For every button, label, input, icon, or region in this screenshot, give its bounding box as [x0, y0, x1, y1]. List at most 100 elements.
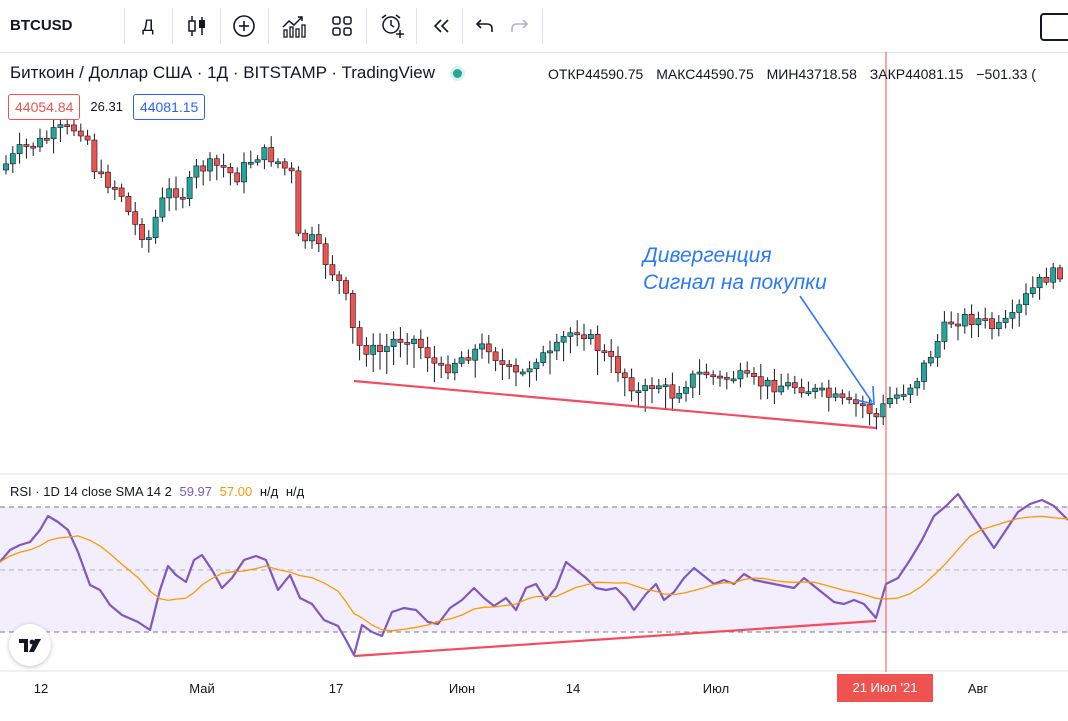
candle-body	[173, 188, 179, 198]
candle-body	[377, 344, 383, 352]
candle-body	[227, 166, 234, 174]
candle-body	[254, 159, 261, 163]
candle-body	[567, 332, 574, 337]
layout-window-icon[interactable]	[1040, 13, 1068, 41]
candle-body	[649, 385, 655, 389]
candle-body	[30, 145, 37, 149]
candle-body	[941, 321, 948, 342]
alert-clock-icon[interactable]	[374, 8, 410, 44]
candle-body	[207, 158, 213, 172]
candle-body	[859, 403, 866, 407]
replay-icon[interactable]	[424, 8, 458, 44]
annotation-arrow-line	[799, 295, 873, 403]
time-axis[interactable]: 12 Май 17 Июн 14 Июл Авг	[0, 672, 1068, 721]
symbol-search-button[interactable]: BTCUSD	[10, 17, 73, 34]
candle-body	[853, 399, 859, 405]
redo-icon[interactable]	[504, 8, 534, 44]
candle-body	[37, 137, 43, 148]
candle-body	[465, 357, 472, 361]
candle-body	[839, 393, 846, 398]
bid-ask-row: 44054.84 26.31 44081.15	[8, 94, 206, 120]
candle-body	[955, 323, 961, 327]
candle-body	[458, 357, 465, 364]
interval-button[interactable]: Д	[142, 16, 154, 35]
candle-body	[927, 356, 934, 364]
candle-body	[805, 391, 812, 394]
candle-body	[825, 387, 832, 398]
candle-body	[730, 378, 737, 382]
spread-value: 26.31	[90, 99, 123, 114]
templates-grid-icon[interactable]	[324, 8, 360, 44]
rsi-na-2: н/д	[285, 484, 305, 499]
candle-body	[628, 377, 635, 392]
time-tick: Июл	[702, 681, 730, 696]
candle-body	[1050, 267, 1057, 283]
rsi-divergence-line	[353, 619, 877, 658]
rsi-na-1: н/д	[259, 484, 279, 499]
close-value: 44081.15	[905, 66, 964, 82]
open-label: ОТКР	[548, 66, 585, 82]
candle-type-icon[interactable]	[180, 8, 214, 44]
time-tick: 17	[328, 681, 344, 696]
symbol-legend: Биткоин / Доллар США · 1Д · BITSTAMP · T…	[10, 63, 462, 83]
candle-body	[717, 375, 723, 379]
toolbar-separator	[220, 8, 221, 44]
undo-icon[interactable]	[470, 8, 500, 44]
candle-body	[975, 318, 982, 325]
drawings-overlay	[353, 52, 887, 672]
candle-body	[132, 211, 139, 225]
candle-body	[139, 224, 145, 240]
sell-price-button[interactable]: 44054.84	[8, 94, 81, 120]
candle-body	[268, 147, 275, 163]
candle-body	[472, 348, 479, 361]
candle-body	[581, 334, 587, 340]
toolbar-separator	[542, 8, 543, 44]
candle-body	[431, 357, 438, 364]
candle-body	[383, 346, 390, 352]
candle-body	[710, 374, 717, 378]
rsi-sma-value: 57.00	[219, 484, 253, 499]
rsi-label: RSI · 1D 14 close SMA 14 2	[10, 484, 172, 499]
annotation-line1: Дивергенция	[643, 244, 772, 267]
candle-body	[540, 352, 547, 363]
buy-price-button[interactable]: 44081.15	[132, 94, 206, 120]
candle-body	[57, 124, 64, 128]
toolbar-separator	[124, 8, 125, 44]
candle-body	[812, 387, 819, 392]
candle-body	[9, 153, 16, 165]
candle-body	[445, 364, 451, 374]
candle-body	[397, 338, 404, 343]
candle-body	[499, 360, 506, 365]
candle-body	[866, 404, 873, 414]
candle-body	[356, 327, 363, 346]
candle-body	[778, 385, 785, 393]
candle-body	[791, 382, 798, 388]
time-tick: 14	[565, 681, 581, 696]
indicators-icon[interactable]	[276, 8, 312, 44]
candle-body	[23, 144, 30, 147]
candle-body	[1023, 293, 1029, 306]
divergence-annotation[interactable]: Дивергенция Сигнал на покупки	[643, 242, 827, 296]
candle-body	[635, 390, 642, 393]
add-plus-icon[interactable]	[226, 8, 262, 44]
candle-body	[995, 322, 1002, 330]
candle-body	[832, 393, 839, 398]
candle-body	[288, 167, 295, 172]
candle-body	[574, 332, 581, 336]
candle-body	[880, 403, 887, 418]
candle-body	[751, 372, 757, 377]
candle-body	[343, 280, 349, 294]
change-value: −501.33 (	[976, 66, 1036, 82]
candle-body	[553, 341, 560, 352]
low-value: 43718.58	[798, 66, 857, 82]
candle-body	[982, 318, 989, 321]
candle-body	[220, 165, 227, 168]
candle-body	[907, 387, 914, 395]
tradingview-logo-icon[interactable]	[9, 624, 51, 666]
candle-body	[961, 314, 968, 327]
candle-body	[526, 368, 533, 373]
candle-body	[213, 158, 220, 166]
rsi-value: 59.97	[179, 484, 213, 499]
ohlc-values: ОТКР44590.75 МАКС44590.75 МИН43718.58 ЗА…	[548, 66, 1045, 82]
